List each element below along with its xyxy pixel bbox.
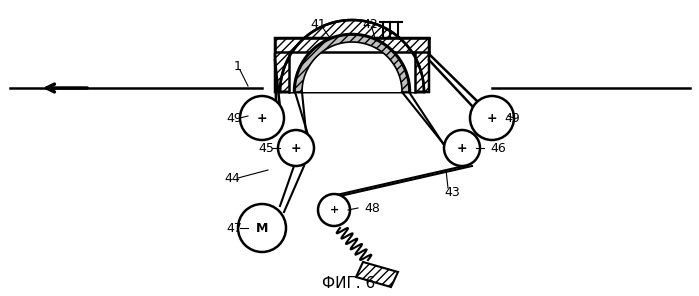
Text: M: M xyxy=(256,221,268,234)
Text: 46: 46 xyxy=(490,141,506,155)
Text: 48: 48 xyxy=(364,202,380,215)
Polygon shape xyxy=(275,20,429,92)
Circle shape xyxy=(240,96,284,140)
Circle shape xyxy=(444,130,480,166)
Circle shape xyxy=(470,96,514,140)
Text: 42: 42 xyxy=(362,17,378,30)
Text: +: + xyxy=(257,112,267,125)
Text: 47: 47 xyxy=(226,221,242,234)
Circle shape xyxy=(278,130,314,166)
Text: +: + xyxy=(329,205,338,215)
Circle shape xyxy=(238,204,286,252)
Circle shape xyxy=(318,194,350,226)
Polygon shape xyxy=(289,34,415,92)
Polygon shape xyxy=(356,262,398,287)
Text: 49: 49 xyxy=(226,112,242,125)
Text: 45: 45 xyxy=(258,141,274,155)
Text: 41: 41 xyxy=(310,17,326,30)
Text: ФИГ. 6: ФИГ. 6 xyxy=(322,276,375,292)
Text: +: + xyxy=(456,141,468,155)
Text: 44: 44 xyxy=(224,171,240,184)
Text: 49: 49 xyxy=(504,112,520,125)
Polygon shape xyxy=(295,35,409,92)
Text: +: + xyxy=(291,141,301,155)
Text: 43: 43 xyxy=(444,186,460,199)
Text: +: + xyxy=(487,112,497,125)
Text: 1: 1 xyxy=(234,59,242,73)
